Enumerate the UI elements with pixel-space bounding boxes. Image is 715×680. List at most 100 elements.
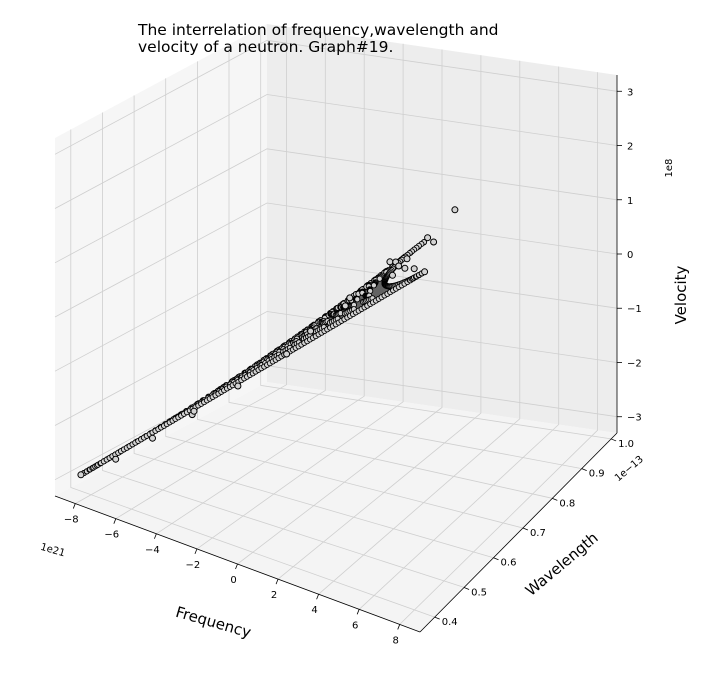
axis-lines: [54, 75, 622, 633]
data-point: [395, 262, 403, 270]
data-point: [376, 275, 383, 282]
z-tick-label: 2: [627, 142, 633, 153]
data-point: [190, 407, 198, 415]
x-tick: [356, 609, 360, 615]
x-tick: [275, 578, 279, 585]
z-tick-label: −2: [627, 359, 642, 370]
x-gridline: [156, 38, 365, 535]
x-gridline: [318, 60, 521, 595]
y-tick: [493, 557, 499, 561]
x-gridline: [115, 32, 326, 520]
data-point: [401, 264, 409, 272]
y-tick-label: 0.7: [530, 528, 546, 539]
y-tick: [522, 527, 529, 531]
y-tick: [581, 468, 587, 472]
x-axis-label: Frequency: [174, 603, 254, 642]
data-point: [386, 258, 394, 266]
y-gridline: [133, 95, 494, 559]
y-tick-label: 0.4: [442, 617, 458, 628]
tick-labels: −8 −6 −4 −2 0 2 4 6 8 0.4 0.5 0.6 0.7 0.8 0.9 1.0 −3 −2 −1…: [64, 87, 642, 646]
x-gridline: [237, 49, 443, 565]
grid-lines: [54, 26, 618, 625]
z-offset-text: 1e8: [664, 159, 675, 178]
z-gridline: [54, 39, 618, 155]
x-tick-label: −2: [186, 560, 201, 571]
z-axis-label: Velocity: [672, 265, 690, 324]
y-tick: [610, 438, 617, 442]
data-points: [77, 206, 459, 479]
x-tick-label: 8: [393, 635, 399, 646]
data-point: [430, 238, 438, 246]
z-gridline: [54, 311, 618, 426]
x-tick-label: −8: [64, 515, 79, 526]
x-gridline: [358, 66, 560, 610]
x-tick: [72, 503, 76, 509]
data-point: [424, 234, 432, 242]
y-gridline: [228, 44, 582, 469]
z-tick-label: −3: [627, 413, 642, 424]
y-gridline: [165, 78, 523, 529]
chart-title: The interrelation of frequency,wavelengt…: [138, 22, 598, 56]
x-tick-label: 2: [271, 590, 277, 601]
y-tick-label: 0.8: [559, 498, 575, 509]
x-gridline: [399, 72, 598, 625]
y-axis-label: Wavelength: [522, 529, 602, 600]
data-point: [370, 282, 377, 289]
x-gridline: [75, 26, 287, 504]
data-point: [421, 268, 429, 276]
data-point: [341, 302, 349, 310]
data-point: [307, 327, 315, 335]
data-point: [389, 271, 396, 279]
data-point: [410, 265, 418, 273]
z-tick-label: 1: [627, 196, 633, 207]
x-gridline: [277, 55, 482, 580]
x-tick-label: 0: [230, 575, 236, 586]
z-gridline: [54, 256, 618, 372]
y-gridline: [260, 27, 612, 440]
floor-pane: [55, 382, 617, 632]
y-tick-label: 0.5: [471, 587, 487, 598]
x-tick: [397, 624, 401, 630]
data-point: [149, 434, 156, 442]
x-offset-text: 1e21: [39, 542, 66, 560]
x-tick: [194, 548, 198, 555]
x-tick: [113, 518, 117, 524]
x-tick-label: −6: [104, 530, 119, 541]
x-gridline: [196, 43, 404, 550]
y-axis-line: [419, 432, 618, 633]
z-tick-label: 0: [627, 250, 633, 261]
y-tick-label: 1.0: [618, 439, 634, 450]
z-gridline: [54, 202, 618, 318]
y-tick: [463, 587, 470, 590]
data-point: [346, 294, 354, 302]
x-tick-label: 4: [311, 605, 317, 616]
chart-title-line-2: velocity of a neutron. Graph#19.: [138, 38, 394, 56]
y-tick-label: 0.9: [589, 469, 605, 480]
z-tick-label: −1: [627, 304, 642, 315]
data-point: [234, 382, 242, 390]
data-point: [354, 296, 361, 303]
z-gridline: [54, 148, 618, 264]
data-point: [283, 350, 291, 358]
y-offset-text: 1e−13: [613, 454, 646, 484]
y-tick: [552, 497, 558, 501]
axis-panes: [55, 24, 617, 632]
x-tick-label: 6: [352, 620, 358, 631]
z-tick-label: 3: [627, 87, 633, 98]
y-gridline: [70, 129, 435, 618]
x-tick: [316, 594, 319, 600]
y-tick: [434, 616, 440, 620]
data-point: [403, 255, 411, 263]
data-point: [77, 471, 85, 479]
x-tick: [154, 533, 157, 539]
x-tick: [235, 563, 238, 570]
y-tick-label: 0.6: [501, 558, 517, 569]
z-gridline: [54, 94, 618, 209]
y-gridline: [102, 112, 465, 588]
chart-title-line-1: The interrelation of frequency,wavelengt…: [138, 21, 499, 39]
y-gridline: [196, 61, 553, 499]
x-tick-label: −4: [145, 545, 160, 556]
data-point: [451, 206, 459, 214]
